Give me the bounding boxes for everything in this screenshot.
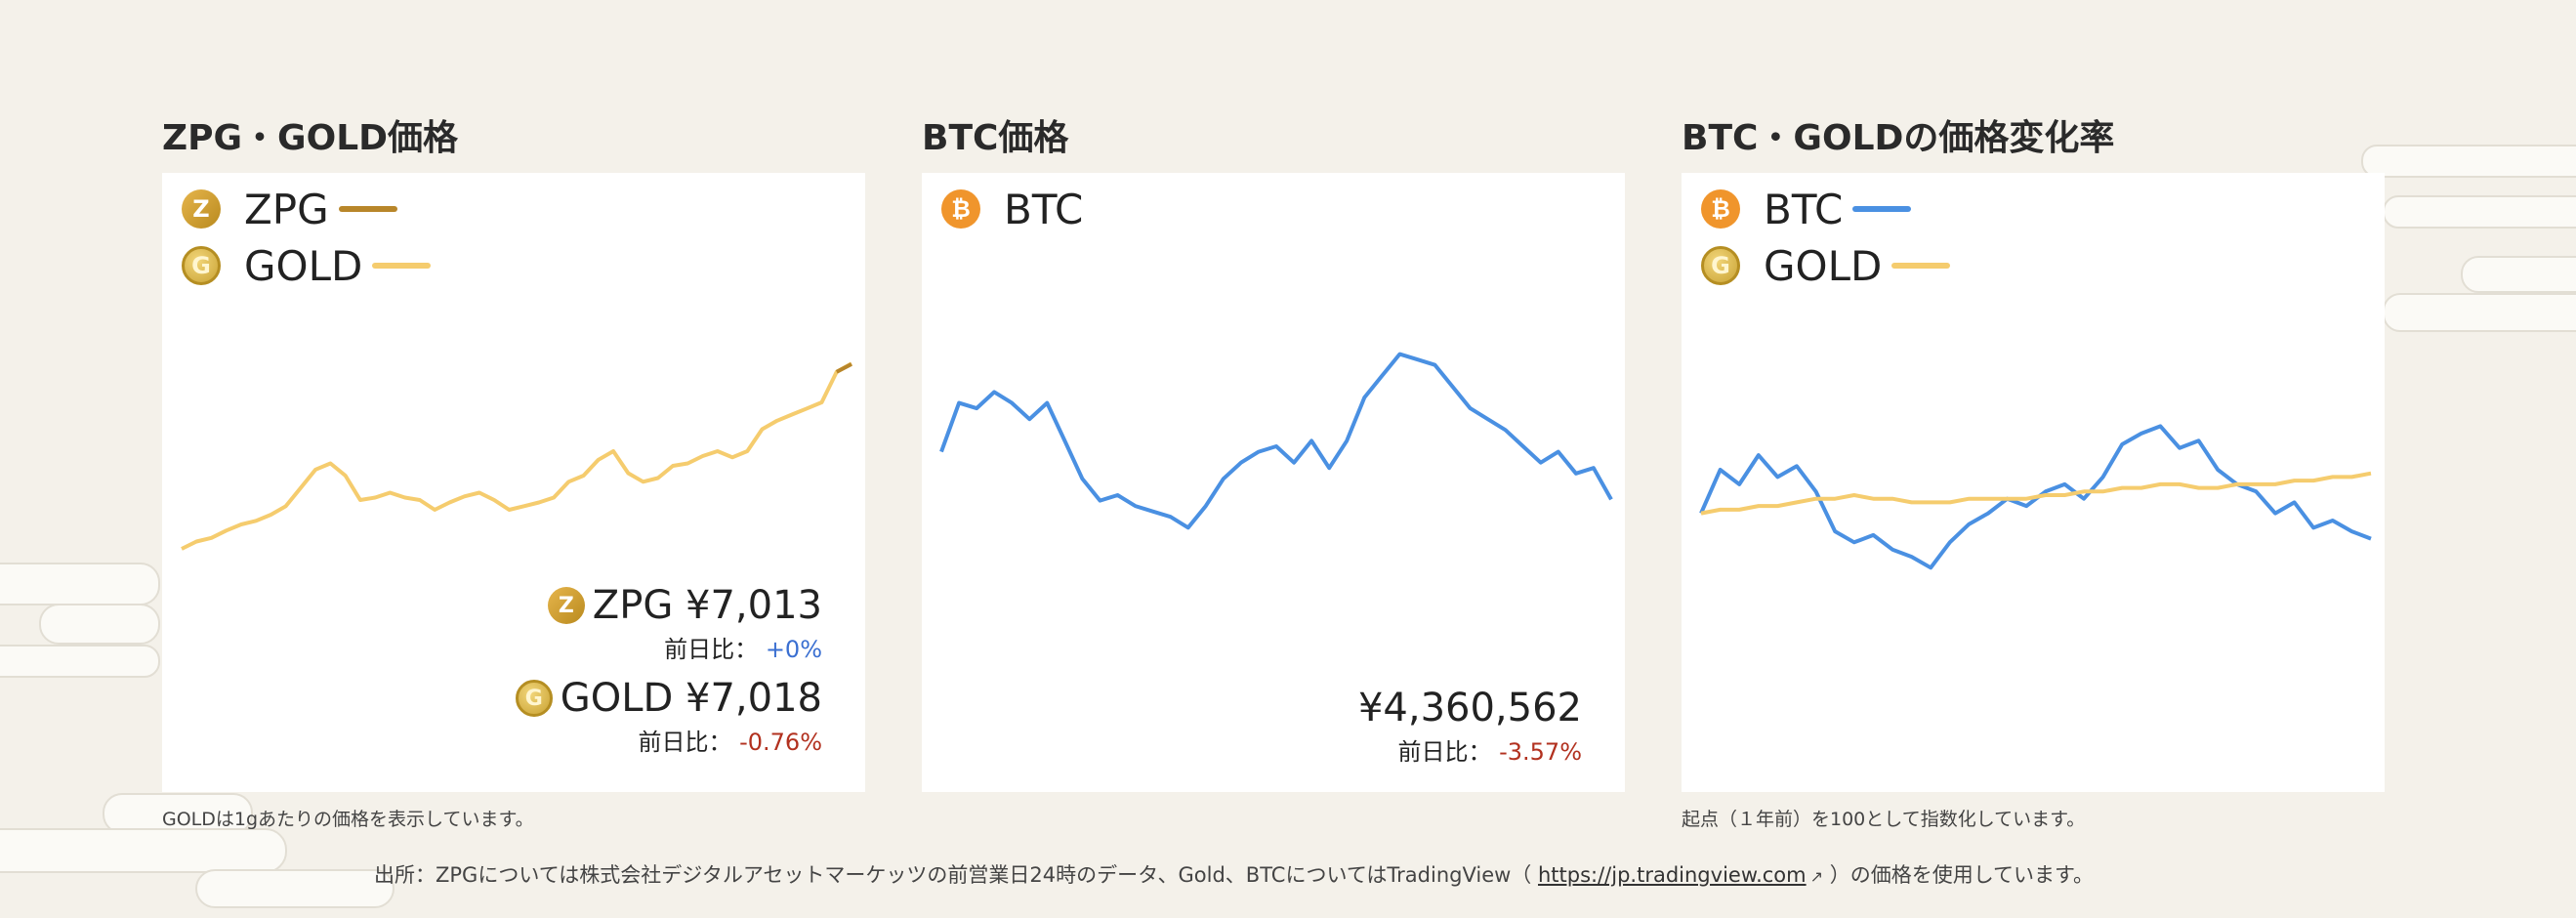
btc-legend: ₿ BTC xyxy=(941,181,1083,237)
zpg-gold-chart xyxy=(181,361,852,551)
legend-swatch-btc xyxy=(1852,206,1912,212)
btc-panel: ₿ BTC ¥4,360,562 前日比： -3.57% xyxy=(922,173,1625,792)
decor-cloud-right-4 xyxy=(2383,293,2576,332)
gold-change-value: -0.76% xyxy=(739,729,822,756)
legend-label-gold: GOLD xyxy=(1764,241,1883,290)
legend-item-btc: ₿ BTC xyxy=(941,181,1083,237)
btc-gold-legend: ₿ BTC G GOLD xyxy=(1701,181,1951,294)
decor-cloud-right-2 xyxy=(2383,195,2576,229)
btc-coin-icon: ₿ xyxy=(1701,189,1740,229)
legend-swatch-zpg xyxy=(338,206,397,212)
series-line-btc xyxy=(939,352,1613,530)
zpg-price-block: Z ZPG ¥7,013 前日比： +0% xyxy=(547,583,822,664)
btc-title: BTC価格 xyxy=(922,118,1069,158)
gold-change-label: 前日比： xyxy=(638,729,732,756)
zpg-change: 前日比： +0% xyxy=(548,630,822,664)
legend-label-btc: BTC xyxy=(1004,185,1084,233)
decor-cloud-left-3 xyxy=(0,645,160,678)
decor-cloud-bottom-3 xyxy=(195,869,395,908)
zpg-price: Z ZPG ¥7,013 xyxy=(547,583,822,628)
index-note: 起点（１年前）を100として指数化しています。 xyxy=(1682,809,2086,830)
btc-change-label: 前日比： xyxy=(1397,738,1492,766)
series-line-gold xyxy=(1700,471,2372,516)
btc-coin-icon: ₿ xyxy=(941,189,980,229)
zpg-coin-icon: Z xyxy=(547,587,585,624)
gold-price-value: GOLD ¥7,018 xyxy=(560,676,822,721)
legend-item-gold: G GOLD xyxy=(182,237,432,294)
decor-cloud-left-2 xyxy=(39,604,160,645)
gold-coin-icon: G xyxy=(182,246,221,285)
decor-cloud-right-3 xyxy=(2461,256,2576,293)
legend-label-zpg: ZPG xyxy=(244,185,329,233)
series-line-gold xyxy=(181,361,852,551)
source-note: 出所：ZPGについては株式会社デジタルアセットマーケッツの前営業日24時のデータ… xyxy=(374,859,2094,889)
btc-change-value: -3.57% xyxy=(1499,738,1582,766)
decor-cloud-bottom-2 xyxy=(0,828,287,873)
gold-unit-note: GOLDは1gあたりの価格を表示しています。 xyxy=(162,809,534,830)
legend-label-gold: GOLD xyxy=(244,241,363,290)
zpg-gold-title: ZPG・GOLD価格 xyxy=(162,118,459,158)
zpg-change-value: +0% xyxy=(765,636,822,663)
gold-change: 前日比： -0.76% xyxy=(516,723,822,757)
btc-change: 前日比： -3.57% xyxy=(1358,732,1582,767)
source-prefix: 出所：ZPGについては株式会社デジタルアセットマーケッツの前営業日24時のデータ… xyxy=(374,863,1538,887)
btc-gold-change-panel: ₿ BTC G GOLD xyxy=(1682,173,2385,792)
gold-coin-icon: G xyxy=(1701,246,1740,285)
legend-item-btc: ₿ BTC xyxy=(1701,181,1950,237)
btc-gold-change-chart xyxy=(1699,424,2372,570)
btc-chart xyxy=(939,352,1613,530)
legend-swatch-gold xyxy=(1891,263,1951,269)
source-suffix: ）の価格を使用しています。 xyxy=(1823,863,2094,887)
decor-cloud-left xyxy=(0,563,160,605)
zpg-change-label: 前日比： xyxy=(664,636,759,663)
zpg-gold-panel: Z ZPG G GOLD Z ZPG ¥7,013 前日比： +0% G GOL… xyxy=(162,173,865,792)
decor-cloud-right xyxy=(2361,145,2576,178)
legend-item-gold: G GOLD xyxy=(1701,237,1951,294)
btc-price-value: ¥4,360,562 xyxy=(1357,686,1582,730)
tradingview-link[interactable]: https://jp.tradingview.com xyxy=(1537,863,1807,887)
zpg-coin-icon: Z xyxy=(182,189,221,229)
legend-item-zpg: Z ZPG xyxy=(182,181,431,237)
legend-label-btc: BTC xyxy=(1764,185,1844,233)
gold-price: G GOLD ¥7,018 xyxy=(515,676,822,721)
btc-gold-change-title: BTC・GOLDの価格変化率 xyxy=(1682,118,2115,158)
zpg-price-value: ZPG ¥7,013 xyxy=(592,583,822,628)
legend-swatch-gold xyxy=(372,263,432,269)
gold-coin-icon: G xyxy=(515,680,553,717)
gold-price-block: G GOLD ¥7,018 前日比： -0.76% xyxy=(515,676,822,757)
external-link-icon: ↗ xyxy=(1809,867,1824,886)
series-line-zpg xyxy=(835,362,852,374)
zpg-gold-legend: Z ZPG G GOLD xyxy=(182,181,432,294)
btc-price-block: ¥4,360,562 前日比： -3.57% xyxy=(1358,686,1582,767)
btc-price: ¥4,360,562 xyxy=(1358,686,1582,730)
